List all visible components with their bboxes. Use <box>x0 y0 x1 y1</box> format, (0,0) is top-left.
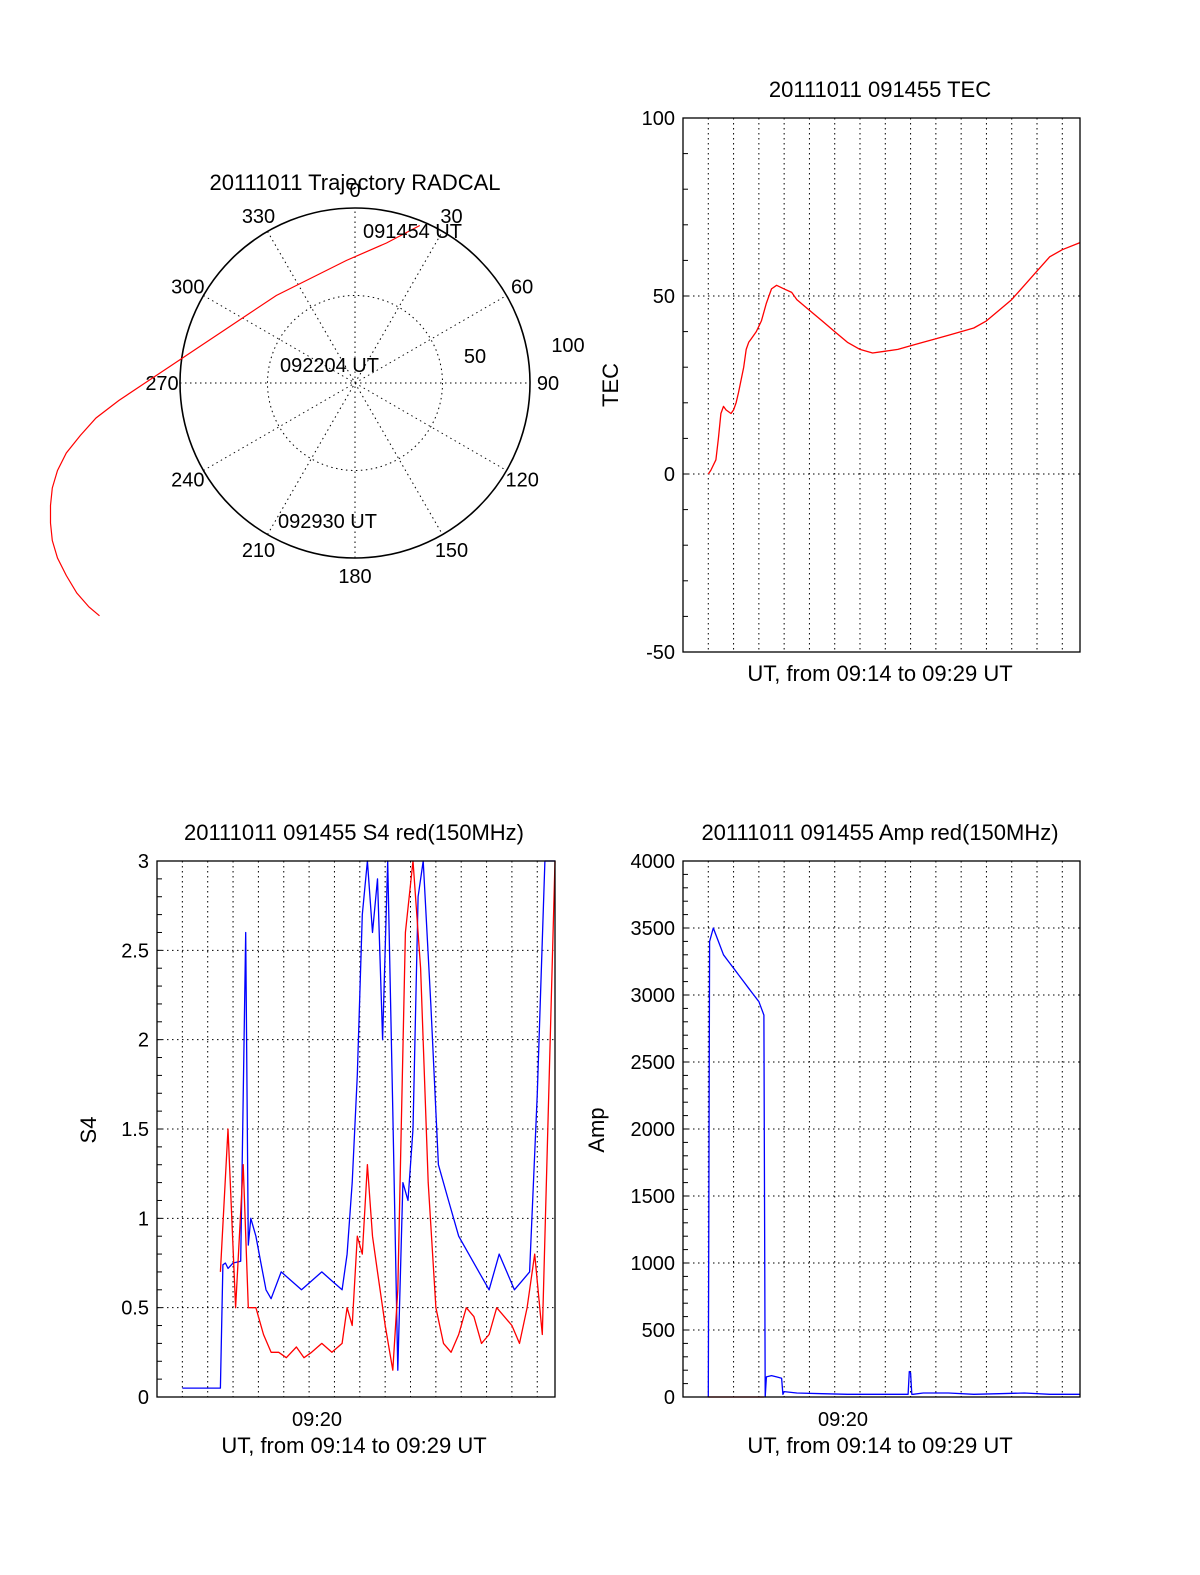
amp-y-tick-label: 1500 <box>631 1186 676 1208</box>
tec-y-axis-label: TEC <box>598 363 623 407</box>
amp-y-axis-label: Amp <box>584 1107 609 1152</box>
polar-angle-label: 300 <box>171 277 204 299</box>
annotation-start-time: 091454 UT <box>363 221 462 243</box>
amp-y-tick-label: 0 <box>664 1387 675 1409</box>
s4-y-tick-label: 3 <box>138 851 149 873</box>
s4-y-ticks: 0 0.5 1 1.5 2 2.5 3 <box>121 851 162 1409</box>
s4-y-tick-label: 1.5 <box>121 1119 149 1141</box>
polar-angle-label: 30 <box>440 206 462 228</box>
polar-radial-label-50: 50 <box>464 346 486 368</box>
amp-series-line-0 <box>707 927 1080 1398</box>
polar-angle-label: 180 <box>338 566 371 588</box>
polar-angle-label: 150 <box>435 540 468 562</box>
tec-series <box>707 241 1081 475</box>
polar-angle-label: 0 <box>349 180 360 202</box>
polar-radial-label-100: 100 <box>551 335 584 357</box>
polar-angle-label: 330 <box>242 206 275 228</box>
s4-y-tick-label: 2.5 <box>121 940 149 962</box>
s4-series-line-1 <box>219 860 556 1371</box>
amp-x-tick-label: 09:20 <box>818 1409 868 1431</box>
amp-y-tick-label: 1000 <box>631 1253 676 1275</box>
s4-y-tick-label: 2 <box>138 1030 149 1052</box>
polar-angle-label: 120 <box>505 470 538 492</box>
annotation-end-time: 092930 UT <box>278 511 377 533</box>
amp-panel: 20111011 091455 Amp red(150MHz) 0 500 1000… <box>584 820 1081 1458</box>
polar-angle-label: 90 <box>537 373 559 395</box>
tec-x-axis-label: UT, from 09:14 to 09:29 UT <box>747 661 1012 686</box>
tec-y-ticks: -50 0 50 100 <box>642 108 688 664</box>
tec-y-tick-label: 0 <box>664 464 675 486</box>
s4-panel: 20111011 091455 S4 red(150MHz) 0 0.5 1 1.5 2… <box>76 820 556 1458</box>
amp-y-tick-label: 2000 <box>631 1119 676 1141</box>
s4-y-tick-label: 0 <box>138 1387 149 1409</box>
s4-series <box>182 860 556 1389</box>
s4-title: 20111011 091455 S4 red(150MHz) <box>184 820 524 845</box>
tec-y-tick-label: -50 <box>646 642 675 664</box>
polar-grid <box>180 208 530 558</box>
polar-angle-label: 210 <box>242 540 275 562</box>
s4-y-tick-label: 1 <box>138 1208 149 1230</box>
tec-series-line-0 <box>707 241 1081 475</box>
annotation-mid-time: 092204 UT <box>280 355 379 377</box>
s4-series-line-0 <box>182 860 555 1389</box>
polar-spoke <box>267 231 443 535</box>
polar-angle-label: 270 <box>145 373 178 395</box>
s4-x-axis-label: UT, from 09:14 to 09:29 UT <box>221 1433 486 1458</box>
tec-plot-frame <box>682 117 1081 653</box>
amp-y-tick-label: 500 <box>642 1320 675 1342</box>
polar-series <box>49 224 421 617</box>
amp-x-axis-label: UT, from 09:14 to 09:29 UT <box>747 1433 1012 1458</box>
amp-y-ticks: 0 500 1000 1500 2000 2500 3000 3500 4000 <box>631 851 688 1409</box>
polar-outer-ring <box>179 207 531 559</box>
s4-y-tick-label: 0.5 <box>121 1298 149 1320</box>
amp-title: 20111011 091455 Amp red(150MHz) <box>701 820 1058 845</box>
amp-y-tick-label: 4000 <box>631 851 676 873</box>
polar-panel: 20111011 Trajectory RADCAL 0 30 60 90 120 150… <box>49 170 585 617</box>
s4-x-tick-label: 09:20 <box>292 1409 342 1431</box>
tec-title: 20111011 091455 TEC <box>769 77 991 102</box>
amp-y-tick-label: 3500 <box>631 918 676 940</box>
s4-y-axis-label: S4 <box>76 1117 101 1144</box>
polar-title: 20111011 Trajectory RADCAL <box>209 170 500 195</box>
polar-angle-label: 60 <box>511 277 533 299</box>
amp-y-tick-label: 2500 <box>631 1052 676 1074</box>
amp-y-tick-label: 3000 <box>631 985 676 1007</box>
tec-y-tick-label: 50 <box>653 286 675 308</box>
polar-angle-labels: 0 30 60 90 120 150 180 210 240 270 300 330 <box>145 180 559 588</box>
tec-y-tick-label: 100 <box>642 108 675 130</box>
tec-panel: 20111011 091455 TEC -50 0 50 100 TEC UT, fr… <box>598 77 1081 686</box>
trajectory-line <box>49 224 421 617</box>
polar-angle-label: 240 <box>171 470 204 492</box>
polar-ring-50 <box>267 295 443 471</box>
